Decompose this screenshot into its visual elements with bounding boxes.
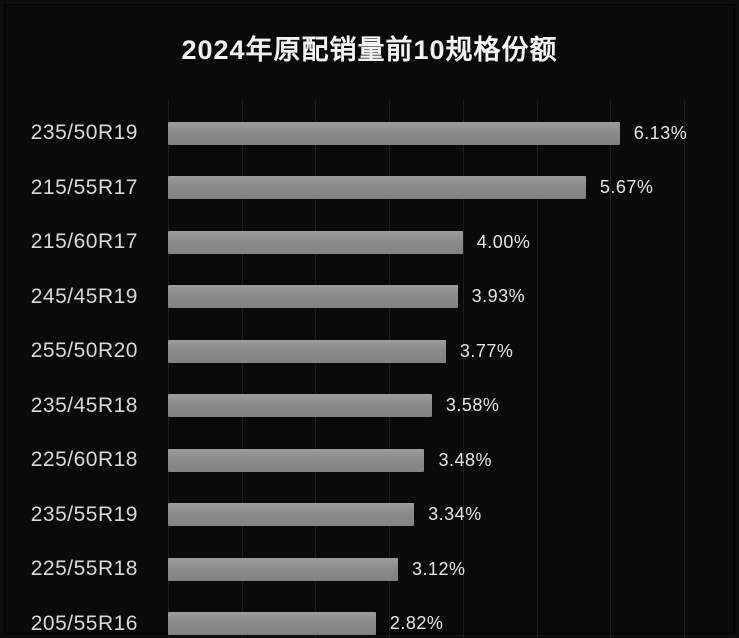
category-label: 225/60R18 bbox=[30, 448, 138, 472]
bar bbox=[168, 503, 415, 527]
category-label: 215/55R17 bbox=[30, 175, 138, 199]
bar bbox=[168, 557, 398, 581]
bar-row: 235/50R19 6.13% bbox=[0, 106, 739, 161]
category-label: 235/55R19 bbox=[30, 502, 138, 526]
bar bbox=[168, 121, 620, 145]
value-label: 3.34% bbox=[428, 504, 482, 525]
bar-row: 225/60R18 3.48% bbox=[0, 433, 739, 488]
bar bbox=[168, 448, 425, 472]
bar-row: 255/50R20 3.77% bbox=[0, 324, 739, 379]
bar bbox=[168, 176, 586, 200]
bar-row: 245/45R19 3.93% bbox=[0, 270, 739, 325]
bar bbox=[168, 339, 446, 363]
bar bbox=[168, 230, 463, 254]
category-label: 225/55R18 bbox=[30, 557, 138, 581]
category-label: 255/50R20 bbox=[30, 339, 138, 363]
bar bbox=[168, 285, 458, 309]
value-label: 2.82% bbox=[389, 613, 444, 634]
bar bbox=[168, 612, 376, 636]
bar-row: 205/55R16 2.82% bbox=[0, 597, 739, 638]
value-label: 5.67% bbox=[599, 177, 654, 198]
value-label: 3.12% bbox=[411, 558, 466, 579]
bar-row: 215/60R17 4.00% bbox=[0, 215, 739, 270]
value-label: 3.58% bbox=[445, 395, 500, 416]
chart-title: 2024年原配销量前10规格份额 bbox=[181, 35, 558, 65]
category-label: 215/60R17 bbox=[30, 230, 138, 254]
bar-row: 235/55R19 3.34% bbox=[0, 488, 739, 543]
plot-area: 235/50R19 6.13% 215/55R17 5.67% 215/60R17 4.0… bbox=[0, 100, 739, 638]
value-label: 3.48% bbox=[438, 449, 493, 470]
bar bbox=[168, 394, 432, 418]
category-label: 205/55R16 bbox=[30, 611, 138, 635]
category-label: 235/50R19 bbox=[30, 121, 138, 145]
bar-rows: 235/50R19 6.13% 215/55R17 5.67% 215/60R17 4.0… bbox=[0, 106, 739, 638]
category-label: 245/45R19 bbox=[30, 284, 138, 308]
bar-row: 225/55R18 3.12% bbox=[0, 542, 739, 597]
category-label: 235/45R18 bbox=[30, 393, 138, 417]
value-label: 3.77% bbox=[459, 340, 514, 361]
bar-row: 215/55R17 5.67% bbox=[0, 161, 739, 216]
value-label: 4.00% bbox=[476, 231, 531, 252]
value-label: 3.93% bbox=[471, 286, 526, 307]
bar-row: 235/45R18 3.58% bbox=[0, 379, 739, 434]
value-label: 6.13% bbox=[633, 122, 688, 143]
